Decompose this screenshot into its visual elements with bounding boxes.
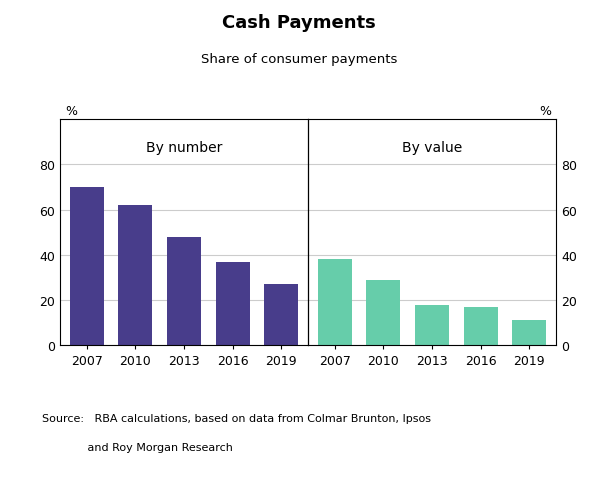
Text: By number: By number	[146, 140, 222, 154]
Bar	[415, 305, 449, 346]
Bar	[367, 280, 401, 346]
Bar	[118, 206, 152, 346]
Text: and Roy Morgan Research: and Roy Morgan Research	[42, 442, 233, 452]
Text: Source:   RBA calculations, based on data from Colmar Brunton, Ipsos: Source: RBA calculations, based on data …	[42, 413, 431, 423]
Text: Share of consumer payments: Share of consumer payments	[201, 53, 397, 66]
Bar	[215, 262, 249, 346]
Text: By value: By value	[402, 140, 462, 154]
Bar	[463, 307, 498, 346]
Bar	[318, 260, 352, 346]
Text: %: %	[539, 105, 551, 118]
Bar	[512, 321, 547, 346]
Text: %: %	[65, 105, 77, 118]
Bar	[264, 285, 298, 346]
Bar	[69, 188, 103, 346]
Bar	[167, 237, 201, 346]
Text: Cash Payments: Cash Payments	[222, 14, 376, 32]
